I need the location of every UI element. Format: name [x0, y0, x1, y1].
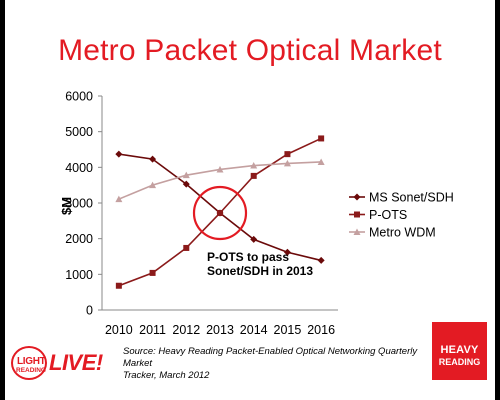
y-tick-label: 3000 [65, 197, 93, 211]
data-point-p-ots [250, 172, 257, 179]
data-point-p-ots [217, 209, 223, 216]
heavy-reading-logo: HEAVY READING [432, 322, 487, 380]
legend-label-metro-wdm: Metro WDM [369, 226, 436, 240]
annotation-line-1: P-OTS to pass [207, 250, 290, 264]
data-point-p-ots [284, 151, 291, 158]
source-line-2: Tracker, March 2012 [123, 370, 210, 381]
source-note: Source: Heavy Reading Packet-Enabled Opt… [123, 346, 443, 382]
annotation-line-2: Sonet/SDH in 2013 [207, 264, 314, 278]
y-tick-label: 6000 [65, 90, 93, 104]
data-point-ms-sonet-sdh [115, 150, 123, 158]
y-tick-label: 5000 [65, 125, 93, 139]
logo-reading-text: READING [16, 367, 46, 374]
chart-series [115, 135, 325, 289]
data-point-metro-wdm [115, 195, 123, 203]
x-tick-label: 2014 [240, 323, 268, 337]
data-point-metro-wdm [317, 158, 325, 165]
x-tick-label: 2012 [172, 323, 200, 337]
crossover-annotation: P-OTS to pass Sonet/SDH in 2013 [207, 250, 327, 278]
series-p-ots [115, 135, 325, 289]
data-point-metro-wdm [283, 159, 291, 167]
slide: Metro Packet Optical Market 0 1000 2000 300… [5, 0, 495, 400]
highlight-circle [192, 185, 248, 241]
data-point-metro-wdm [149, 181, 157, 189]
y-tick-label: 4000 [65, 161, 93, 175]
page-title: Metro Packet Optical Market [58, 34, 442, 67]
y-axis-label: $M [59, 197, 74, 215]
y-tick-labels: 0 1000 2000 3000 4000 5000 6000 [65, 90, 102, 318]
data-point-metro-wdm [216, 165, 224, 173]
light-reading-live-logo: LIGHT READING LIVE! [9, 346, 117, 382]
source-line-1: Source: Heavy Reading Packet-Enabled Opt… [123, 346, 418, 369]
x-tick-label: 2016 [307, 323, 335, 337]
data-point-p-ots [115, 282, 122, 289]
legend-marker-metro-wdm [353, 228, 361, 235]
legend-marker-ms-sonet-sdh [353, 193, 361, 201]
data-point-p-ots [149, 269, 156, 276]
x-tick-label: 2011 [139, 323, 166, 337]
legend-label-ms-sonet-sdh: MS Sonet/SDH [369, 191, 454, 205]
chart-legend: MS Sonet/SDH P-OTS Metro WDM [349, 191, 454, 240]
logo-light-text: LIGHT [17, 356, 46, 367]
y-tick-label: 2000 [65, 232, 93, 246]
y-tick-label: 1000 [65, 268, 93, 282]
data-point-ms-sonet-sdh [317, 256, 325, 264]
data-point-p-ots [318, 135, 325, 142]
data-point-ms-sonet-sdh [149, 155, 157, 163]
x-tick-label: 2013 [206, 323, 234, 337]
data-point-ms-sonet-sdh [182, 180, 190, 188]
data-point-ms-sonet-sdh [283, 248, 291, 256]
crossover-highlight [192, 185, 248, 241]
x-tick-label: 2015 [274, 323, 302, 337]
logo-heavy-text: HEAVY [440, 344, 479, 356]
series-metro-wdm [115, 158, 325, 203]
light-reading-badge: LIGHT READING [11, 346, 47, 380]
data-point-p-ots [183, 244, 190, 251]
legend-label-p-ots: P-OTS [369, 208, 407, 222]
logo-live-text: LIVE! [49, 350, 103, 375]
x-tick-labels: 2010 2011 2012 2013 2014 2015 2016 [105, 323, 335, 337]
x-tick-label: 2010 [105, 323, 133, 337]
data-point-metro-wdm [182, 171, 190, 179]
data-point-ms-sonet-sdh [250, 235, 258, 243]
legend-marker-p-ots [354, 211, 360, 218]
data-point-metro-wdm [250, 162, 258, 169]
logo-heavy-reading-text: READING [438, 357, 481, 367]
y-tick-label: 0 [86, 304, 93, 318]
